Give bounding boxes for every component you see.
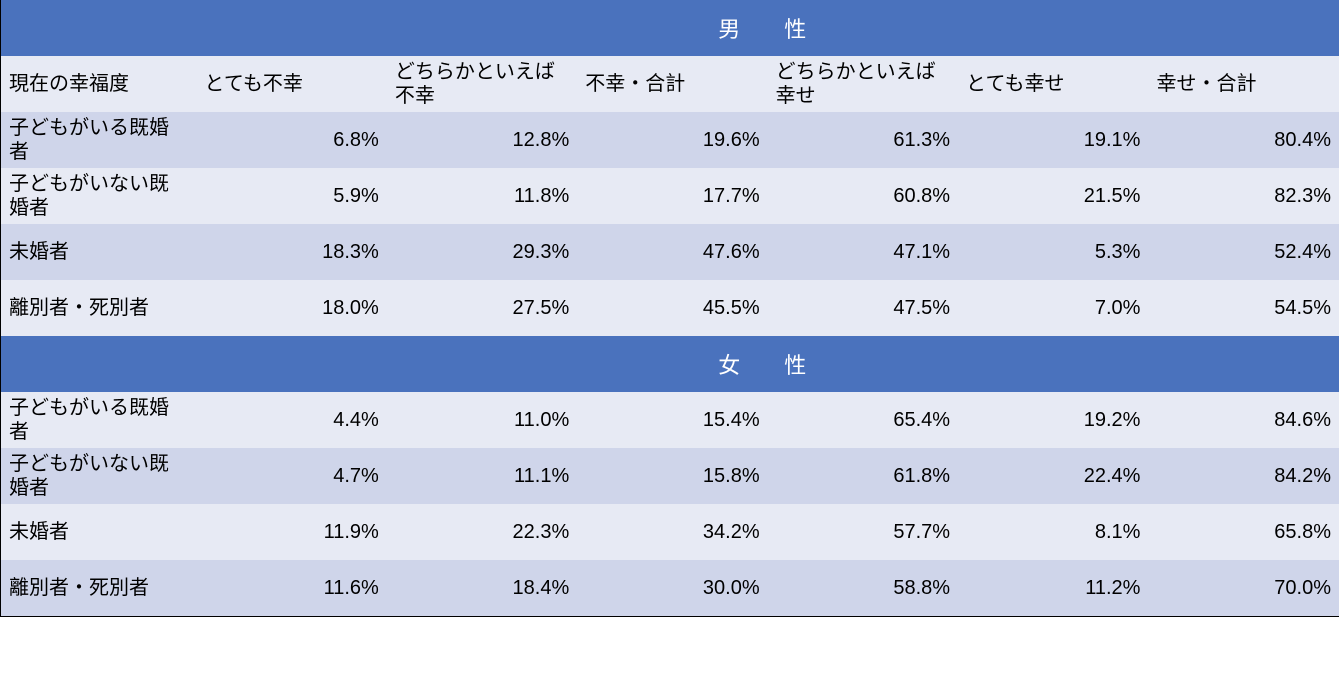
table-row: 子どもがいない既婚者 4.7% 11.1% 15.8% 61.8% 22.4% …: [1, 448, 1339, 504]
table: 男 性 現在の幸福度 とても不幸 どちらかといえば不幸 不幸・合計 どちらかとい…: [1, 0, 1339, 616]
row-header-label: 現在の幸福度: [1, 56, 196, 112]
cell: 4.4%: [196, 392, 386, 448]
cell: 47.5%: [768, 280, 958, 336]
happiness-table: 男 性 現在の幸福度 とても不幸 どちらかといえば不幸 不幸・合計 どちらかとい…: [0, 0, 1339, 617]
cell: 8.1%: [958, 504, 1148, 560]
cell: 12.8%: [387, 112, 577, 168]
cell: 18.3%: [196, 224, 386, 280]
cell: 45.5%: [577, 280, 767, 336]
cell: 6.8%: [196, 112, 386, 168]
section-header-blank: [1, 0, 196, 56]
cell: 65.8%: [1148, 504, 1339, 560]
column-header-row: 現在の幸福度 とても不幸 どちらかといえば不幸 不幸・合計 どちらかといえば幸せ…: [1, 56, 1339, 112]
cell: 19.6%: [577, 112, 767, 168]
cell: 61.8%: [768, 448, 958, 504]
table-row: 子どもがいる既婚者 6.8% 12.8% 19.6% 61.3% 19.1% 8…: [1, 112, 1339, 168]
cell: 15.8%: [577, 448, 767, 504]
row-label: 未婚者: [1, 224, 196, 280]
col-header: とても幸せ: [958, 56, 1148, 112]
cell: 22.3%: [387, 504, 577, 560]
cell: 18.4%: [387, 560, 577, 616]
cell: 30.0%: [577, 560, 767, 616]
cell: 47.1%: [768, 224, 958, 280]
cell: 70.0%: [1148, 560, 1339, 616]
section-header-row: 男 性: [1, 0, 1339, 56]
cell: 80.4%: [1148, 112, 1339, 168]
cell: 27.5%: [387, 280, 577, 336]
table-row: 未婚者 18.3% 29.3% 47.6% 47.1% 5.3% 52.4%: [1, 224, 1339, 280]
table-row: 子どもがいない既婚者 5.9% 11.8% 17.7% 60.8% 21.5% …: [1, 168, 1339, 224]
row-label: 子どもがいる既婚者: [1, 392, 196, 448]
row-label: 離別者・死別者: [1, 560, 196, 616]
row-label: 子どもがいない既婚者: [1, 448, 196, 504]
section-header-row: 女 性: [1, 336, 1339, 392]
table-row: 子どもがいる既婚者 4.4% 11.0% 15.4% 65.4% 19.2% 8…: [1, 392, 1339, 448]
cell: 5.9%: [196, 168, 386, 224]
cell: 15.4%: [577, 392, 767, 448]
cell: 29.3%: [387, 224, 577, 280]
table-row: 離別者・死別者 18.0% 27.5% 45.5% 47.5% 7.0% 54.…: [1, 280, 1339, 336]
cell: 84.2%: [1148, 448, 1339, 504]
col-header: とても不幸: [196, 56, 386, 112]
cell: 18.0%: [196, 280, 386, 336]
cell: 11.1%: [387, 448, 577, 504]
cell: 5.3%: [958, 224, 1148, 280]
cell: 17.7%: [577, 168, 767, 224]
row-label: 離別者・死別者: [1, 280, 196, 336]
cell: 54.5%: [1148, 280, 1339, 336]
cell: 19.2%: [958, 392, 1148, 448]
cell: 65.4%: [768, 392, 958, 448]
col-header: どちらかといえば不幸: [387, 56, 577, 112]
cell: 61.3%: [768, 112, 958, 168]
row-label: 未婚者: [1, 504, 196, 560]
cell: 11.8%: [387, 168, 577, 224]
cell: 22.4%: [958, 448, 1148, 504]
cell: 34.2%: [577, 504, 767, 560]
cell: 21.5%: [958, 168, 1148, 224]
col-header: 幸せ・合計: [1148, 56, 1339, 112]
cell: 57.7%: [768, 504, 958, 560]
section-title: 女 性: [196, 336, 1339, 392]
cell: 7.0%: [958, 280, 1148, 336]
cell: 4.7%: [196, 448, 386, 504]
cell: 11.6%: [196, 560, 386, 616]
cell: 82.3%: [1148, 168, 1339, 224]
cell: 19.1%: [958, 112, 1148, 168]
cell: 11.2%: [958, 560, 1148, 616]
section-header-blank: [1, 336, 196, 392]
section-title: 男 性: [196, 0, 1339, 56]
cell: 52.4%: [1148, 224, 1339, 280]
table-row: 未婚者 11.9% 22.3% 34.2% 57.7% 8.1% 65.8%: [1, 504, 1339, 560]
cell: 11.9%: [196, 504, 386, 560]
col-header: どちらかといえば幸せ: [768, 56, 958, 112]
table-row: 離別者・死別者 11.6% 18.4% 30.0% 58.8% 11.2% 70…: [1, 560, 1339, 616]
col-header: 不幸・合計: [577, 56, 767, 112]
cell: 47.6%: [577, 224, 767, 280]
row-label: 子どもがいる既婚者: [1, 112, 196, 168]
cell: 58.8%: [768, 560, 958, 616]
row-label: 子どもがいない既婚者: [1, 168, 196, 224]
cell: 11.0%: [387, 392, 577, 448]
cell: 60.8%: [768, 168, 958, 224]
cell: 84.6%: [1148, 392, 1339, 448]
